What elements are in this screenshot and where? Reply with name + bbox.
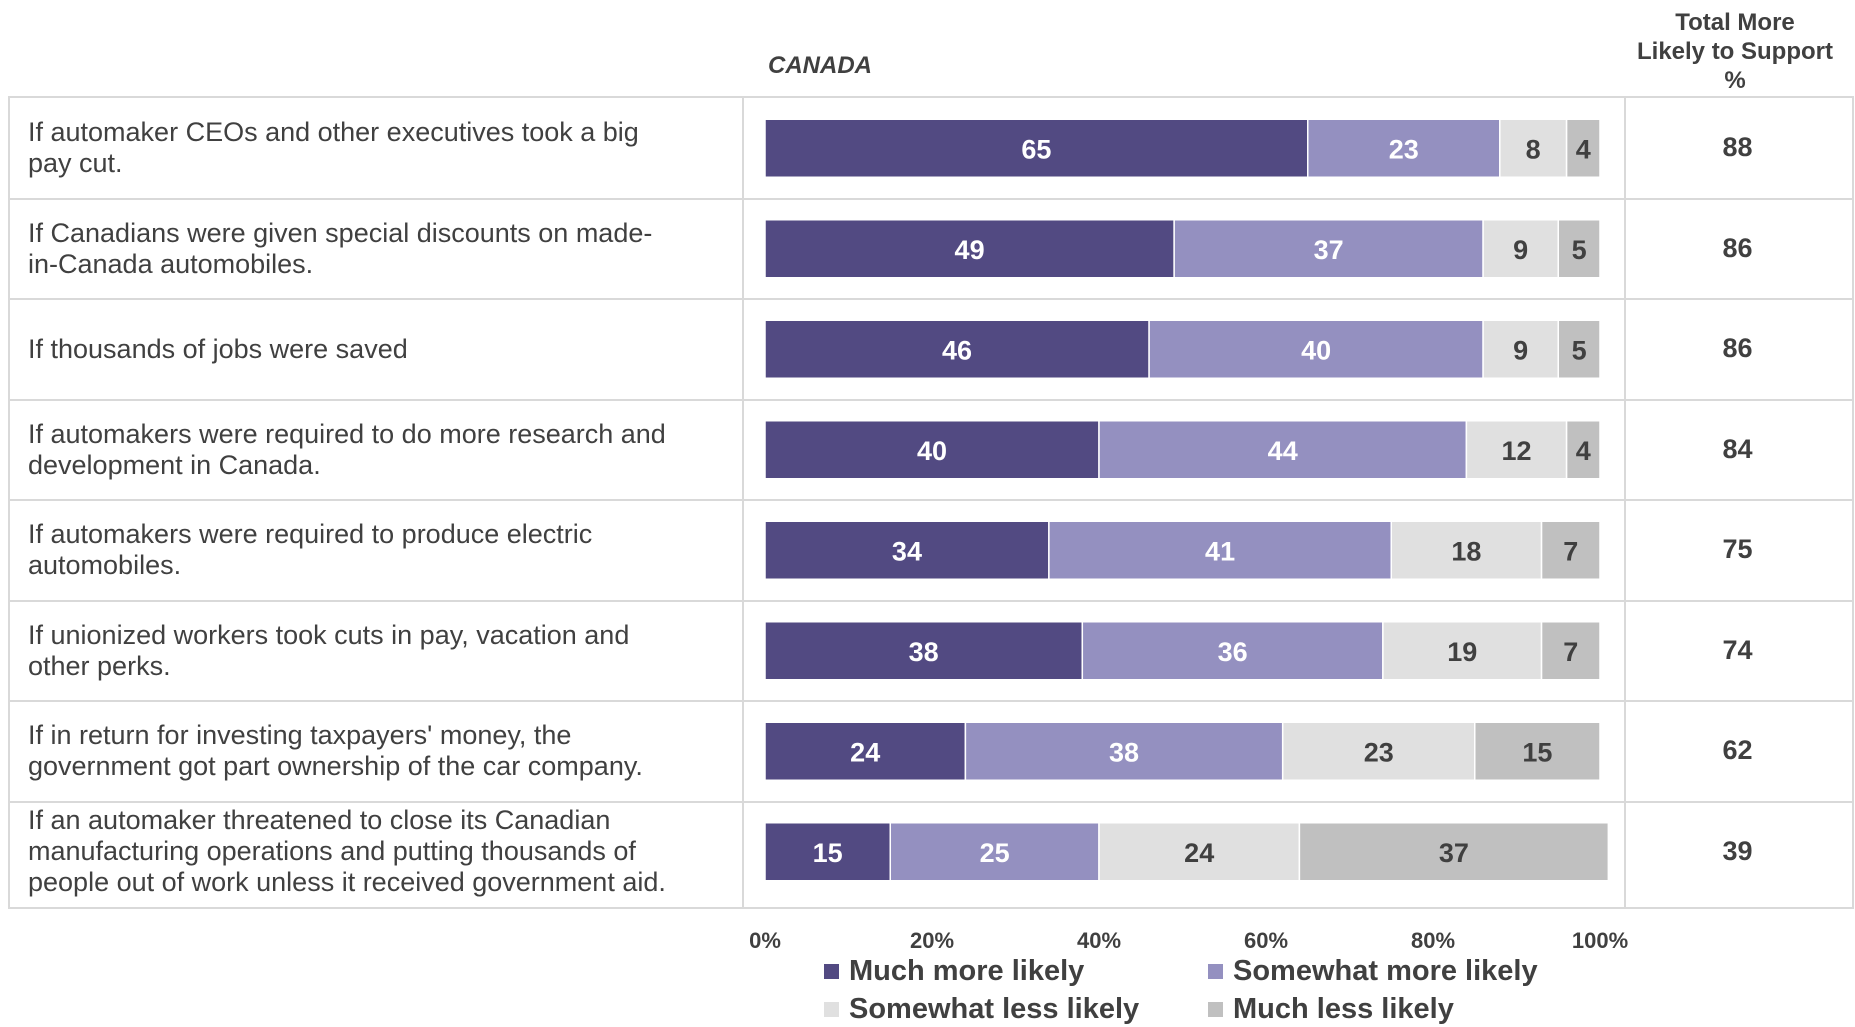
x-tick-label: 100% <box>1572 928 1628 953</box>
data-label-somewhat-less-likely: 24 <box>1184 838 1214 868</box>
data-label-somewhat-more-likely: 23 <box>1389 134 1419 164</box>
legend: Much more likely Somewhat more likely So… <box>820 955 1620 1027</box>
data-label-much-more-likely: 24 <box>850 737 880 767</box>
legend-item-somewhat-more-likely: Somewhat more likely <box>1208 955 1538 988</box>
data-label-much-more-likely: 40 <box>917 436 947 466</box>
data-label-much-less-likely: 5 <box>1572 235 1587 265</box>
data-label-somewhat-less-likely: 9 <box>1513 335 1528 365</box>
x-tick-label: 80% <box>1411 928 1455 953</box>
data-label-somewhat-more-likely: 37 <box>1314 235 1344 265</box>
legend-item-much-more-likely: Much more likely <box>824 955 1084 988</box>
legend-swatch-much-less-likely <box>1208 1002 1223 1017</box>
data-label-much-less-likely: 7 <box>1563 637 1578 667</box>
data-label-much-more-likely: 65 <box>1021 134 1051 164</box>
data-label-much-more-likely: 15 <box>813 838 843 868</box>
legend-swatch-somewhat-less-likely <box>824 1002 839 1017</box>
data-label-much-less-likely: 4 <box>1576 134 1591 164</box>
data-label-somewhat-less-likely: 19 <box>1447 637 1477 667</box>
data-label-somewhat-more-likely: 36 <box>1218 637 1248 667</box>
data-label-somewhat-more-likely: 44 <box>1268 436 1298 466</box>
data-label-much-less-likely: 4 <box>1576 436 1591 466</box>
data-label-much-less-likely: 37 <box>1439 838 1469 868</box>
legend-swatch-much-more-likely <box>824 964 839 979</box>
data-label-somewhat-more-likely: 38 <box>1109 737 1139 767</box>
x-tick-label: 20% <box>910 928 954 953</box>
data-label-much-more-likely: 49 <box>955 235 985 265</box>
data-label-much-more-likely: 46 <box>942 335 972 365</box>
legend-label-much-more-likely: Much more likely <box>849 955 1084 988</box>
data-label-much-less-likely: 5 <box>1572 335 1587 365</box>
legend-item-much-less-likely: Much less likely <box>1208 993 1454 1026</box>
data-label-much-less-likely: 7 <box>1563 536 1578 566</box>
data-label-somewhat-more-likely: 40 <box>1301 335 1331 365</box>
x-tick-label: 60% <box>1244 928 1288 953</box>
data-label-somewhat-more-likely: 41 <box>1205 536 1235 566</box>
data-label-much-less-likely: 15 <box>1522 737 1552 767</box>
x-tick-label: 40% <box>1077 928 1121 953</box>
data-label-somewhat-less-likely: 12 <box>1501 436 1531 466</box>
legend-label-somewhat-more-likely: Somewhat more likely <box>1233 955 1538 988</box>
data-label-somewhat-more-likely: 25 <box>980 838 1010 868</box>
legend-label-somewhat-less-likely: Somewhat less likely <box>849 993 1139 1026</box>
data-label-somewhat-less-likely: 9 <box>1513 235 1528 265</box>
data-label-somewhat-less-likely: 18 <box>1451 536 1481 566</box>
legend-swatch-somewhat-more-likely <box>1208 964 1223 979</box>
data-label-much-more-likely: 38 <box>909 637 939 667</box>
legend-item-somewhat-less-likely: Somewhat less likely <box>824 993 1139 1026</box>
x-tick-label: 0% <box>749 928 781 953</box>
legend-label-much-less-likely: Much less likely <box>1233 993 1454 1026</box>
data-label-somewhat-less-likely: 23 <box>1364 737 1394 767</box>
data-label-somewhat-less-likely: 8 <box>1526 134 1541 164</box>
data-label-much-more-likely: 34 <box>892 536 922 566</box>
